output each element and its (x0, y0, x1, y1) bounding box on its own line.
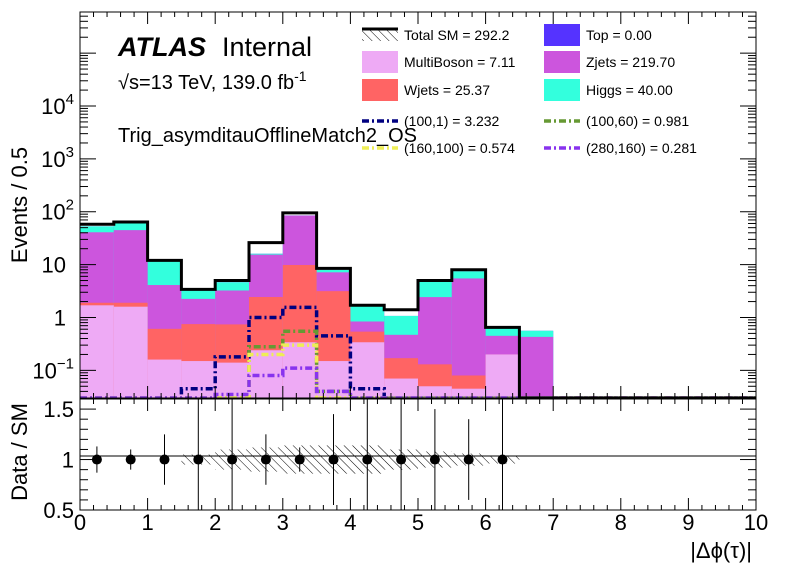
legend-entry-label: Total SM = 292.2 (404, 27, 510, 43)
stack-bar-multiboson (113, 306, 148, 398)
legend-entry-label: Zjets = 219.70 (586, 54, 675, 70)
main-stack (80, 215, 554, 398)
ratio-point (125, 454, 136, 465)
ratio-y-tick-label: 1.5 (43, 397, 74, 422)
x-tick-label: 4 (344, 510, 356, 535)
y-tick-label: 102 (41, 197, 74, 225)
y-tick-label: 10−1 (32, 355, 74, 383)
y-tick-label: 104 (41, 91, 74, 119)
ratio-y-ticks: 0.5 1 1.5 (43, 397, 756, 523)
y-axis-label: Events / 0.5 (7, 147, 32, 263)
legend-swatch (544, 79, 580, 101)
stack-bar-multiboson (451, 388, 486, 398)
x-tick-label: 5 (412, 510, 424, 535)
x-tick-label: 3 (277, 510, 289, 535)
legend-entry-label: Top = 0.00 (586, 27, 652, 43)
total-sm-step (80, 211, 756, 398)
legend-swatch (544, 51, 580, 73)
main-x-ticks (79, 12, 757, 398)
ratio-y-axis-label: Data / SM (7, 403, 32, 501)
legend-entry-label: (100,1) = 3.232 (404, 113, 500, 129)
legend-swatch (362, 51, 398, 73)
atlas-suffix: Internal (222, 32, 312, 62)
x-tick-label: 8 (615, 510, 627, 535)
y-tick-label: 103 (41, 144, 74, 172)
stack-bar-multiboson (485, 354, 520, 398)
stack-bar-multiboson (418, 386, 452, 398)
legend-entry-label: Wjets = 25.37 (404, 82, 490, 98)
x-axis-label: |Δϕ(τ)| (690, 538, 752, 563)
stack-bar-multiboson (80, 305, 114, 398)
legend-entry-label: MultiBoson = 7.11 (404, 54, 516, 70)
stack-bar-multiboson (181, 361, 216, 398)
ratio-point (362, 454, 373, 465)
energy-lumi-label: √s=13 TeV, 139.0 fb-1 (118, 68, 307, 94)
y-tick-label: 10 (42, 253, 66, 278)
ratio-point (227, 454, 238, 465)
ratio-point (91, 454, 102, 465)
stack-bar-multiboson (215, 362, 249, 398)
legend-entry-label: (100,60) = 0.981 (586, 113, 689, 129)
main-y-ticks: 10−1 1 10 102 103 104 (32, 11, 756, 399)
x-tick-label: 9 (682, 510, 694, 535)
ratio-y-tick-label: 0.5 (43, 498, 74, 523)
y-tick-label: 1 (54, 305, 66, 330)
x-tick-label: 2 (209, 510, 221, 535)
total-sm-line (80, 211, 756, 398)
ratio-point (193, 454, 204, 465)
x-tick-label: 7 (547, 510, 559, 535)
stack-bar-multiboson (147, 359, 182, 398)
ratio-point (497, 454, 508, 465)
x-tick-label: 6 (479, 510, 491, 535)
ratio-points (91, 399, 508, 510)
ratio-point (429, 454, 440, 465)
legend-swatch-hatch (362, 29, 398, 41)
legend-swatch (362, 79, 398, 101)
legend-entry-label: (280,160) = 0.281 (586, 140, 697, 156)
ratio-x-ticks: 0 1 2 3 4 5 6 7 8 9 10 (74, 399, 768, 535)
legend: Total SM = 292.2 Top = 0.00 MultiBoson = 7… (362, 24, 697, 156)
legend-entry-label: Higgs = 40.00 (586, 82, 673, 98)
ratio-point (294, 454, 305, 465)
legend-entry-label: (160,100) = 0.574 (404, 140, 515, 156)
ratio-point (328, 454, 339, 465)
x-tick-label: 1 (141, 510, 153, 535)
stack-bar-zjets (519, 336, 554, 398)
stack-bar-multiboson (282, 342, 317, 398)
ratio-point (159, 454, 170, 465)
stack-bar-multiboson (384, 378, 418, 398)
ratio-point (260, 454, 271, 465)
region-label: Trig_asymditauOfflineMatch2_OS (118, 125, 417, 147)
ratio-point (396, 454, 407, 465)
ratio-y-tick-label: 1 (62, 448, 74, 473)
ratio-point (463, 454, 474, 465)
signal-line-100-1 (80, 305, 756, 398)
atlas-label: ATLAS (117, 32, 206, 62)
legend-swatch (544, 24, 580, 46)
x-tick-label: 0 (74, 510, 86, 535)
x-tick-label: 10 (744, 510, 768, 535)
